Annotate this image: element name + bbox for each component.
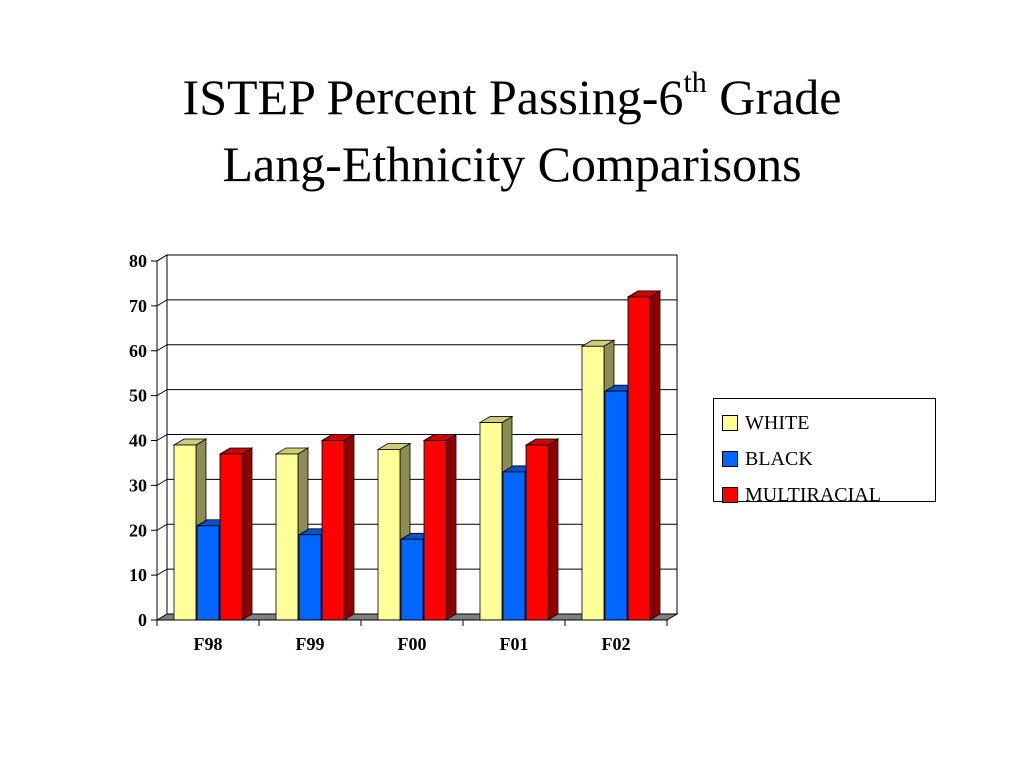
legend-item-black: BLACK <box>714 441 935 477</box>
y-tick-label: 0 <box>138 610 147 630</box>
y-tick-label: 30 <box>129 475 147 495</box>
gridline-depth <box>156 389 168 397</box>
bars <box>172 290 662 621</box>
bar-black-f99 <box>298 534 322 621</box>
title-line-2: Lang-Ethnicity Comparisons <box>222 136 802 192</box>
gridline-depth <box>156 254 168 262</box>
x-tick-label: F98 <box>194 634 223 654</box>
bar-black-f01 <box>502 471 526 621</box>
gridline-depth <box>156 434 168 441</box>
y-tick-label: 60 <box>129 341 147 361</box>
bar-side-multiracial-f01 <box>547 438 559 621</box>
bar-black-f02 <box>604 390 628 621</box>
bar-multiracial-f00 <box>423 440 447 621</box>
bar-white-f00 <box>377 449 401 621</box>
y-axis-labels: 0 10 20 30 40 50 60 70 80 <box>129 251 147 630</box>
legend-swatch-white <box>722 415 738 431</box>
legend-label-white: WHITE <box>745 411 810 434</box>
y-tick-label: 20 <box>129 520 147 540</box>
x-tick-label: F02 <box>602 634 631 654</box>
gridline-depth <box>156 568 168 576</box>
bar-multiracial-f02 <box>627 296 651 621</box>
bar-white-f01 <box>479 422 503 621</box>
legend-item-white: WHITE <box>714 405 935 441</box>
legend-label-black: BLACK <box>745 447 813 470</box>
gridline-depth <box>156 478 168 486</box>
gridline-depth <box>156 523 168 531</box>
slide-title: ISTEP Percent Passing-6th Grade Lang-Eth… <box>0 64 1024 198</box>
y-tick-label: 10 <box>129 565 147 585</box>
bar-black-f00 <box>400 538 424 621</box>
bar-side-multiracial-f98 <box>241 447 253 621</box>
bar-side-multiracial-f99 <box>343 433 355 621</box>
x-tick-label: F00 <box>398 634 427 654</box>
y-tick-label: 40 <box>129 431 147 451</box>
bar-white-f99 <box>275 453 299 621</box>
legend-item-multiracial: MULTIRACIAL <box>714 477 935 513</box>
axes <box>151 260 668 626</box>
gridline-depth <box>156 344 168 352</box>
bar-multiracial-f01 <box>525 444 549 621</box>
legend: WHITE BLACK MULTIRACIAL <box>713 398 936 506</box>
legend-swatch-black <box>722 451 738 467</box>
y-tick-label: 70 <box>129 296 147 316</box>
bar-black-f98 <box>196 525 220 621</box>
legend-swatch-multiracial <box>722 487 738 503</box>
bar-multiracial-f98 <box>219 453 243 621</box>
y-tick-label: 80 <box>129 251 147 271</box>
bar-white-f98 <box>173 444 197 621</box>
x-axis-labels: F98 F99 F00 F01 F02 <box>194 634 631 654</box>
bar-side-multiracial-f00 <box>445 433 457 621</box>
bar-white-f02 <box>581 345 605 621</box>
x-tick-label: F99 <box>296 634 325 654</box>
bar-side-multiracial-f02 <box>649 290 661 621</box>
y-tick-label: 50 <box>129 386 147 406</box>
title-line-1: ISTEP Percent Passing-6th Grade <box>182 66 842 126</box>
bar-multiracial-f99 <box>321 440 345 621</box>
x-tick-label: F01 <box>500 634 529 654</box>
gridline-depth <box>156 299 168 307</box>
legend-label-multiracial: MULTIRACIAL <box>745 483 881 506</box>
